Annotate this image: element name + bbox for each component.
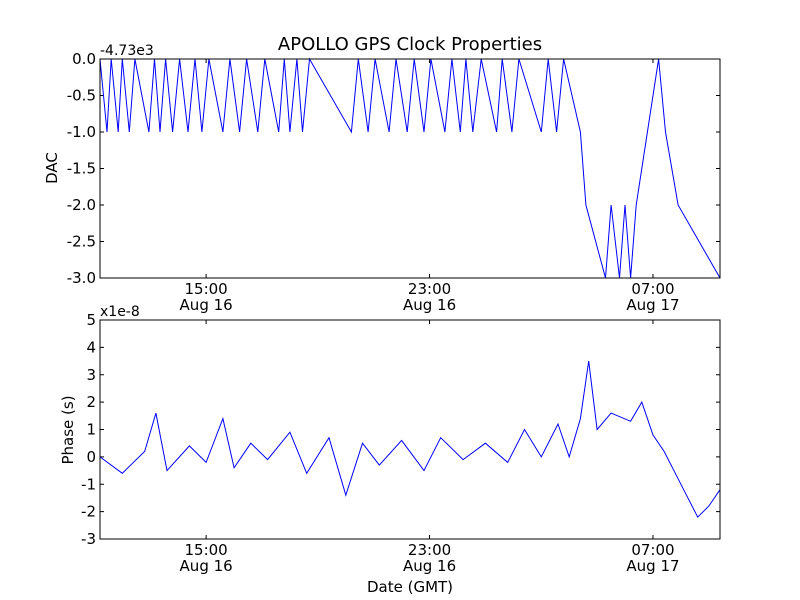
phase-y-tick-label: 3 [86, 366, 96, 384]
phase-x-tick-date: Aug 16 [403, 557, 456, 575]
phase-x-tick-time: 15:00 [185, 541, 228, 559]
dac-x-tick-date: Aug 16 [180, 296, 233, 314]
dac-y-tick-label: -2.0 [67, 196, 96, 214]
dac-y-tick-label: 0.0 [72, 50, 96, 68]
dac-x-tick-date: Aug 17 [626, 296, 679, 314]
dac-y-tick-label: -2.5 [67, 233, 96, 251]
dac-y-tick-label: -0.5 [67, 87, 96, 105]
phase-x-tick-date: Aug 16 [180, 557, 233, 575]
phase-x-tick-date: Aug 17 [626, 557, 679, 575]
dac-x-tick-date: Aug 16 [403, 296, 456, 314]
phase-series-line [99, 361, 721, 518]
dac-x-tick-time: 23:00 [408, 280, 451, 298]
phase-y-tick-label: 0 [86, 448, 96, 466]
phase-y-axis-label: Phase (s) [59, 395, 77, 464]
dac-y-tick-label: -1.0 [67, 123, 96, 141]
x-axis-label: Date (GMT) [367, 578, 453, 596]
chart-title: APOLLO GPS Clock Properties [278, 34, 542, 55]
dac-plot-frame [99, 58, 721, 279]
phase-y-tick-label: 1 [86, 421, 96, 439]
phase-plot-frame [99, 319, 721, 540]
phase-y-tick-label: 5 [86, 311, 96, 329]
phase-y-tick-label: -1 [81, 475, 96, 493]
dac-x-tick-time: 15:00 [185, 280, 228, 298]
dac-y-tick-label: -1.5 [67, 160, 96, 178]
phase-y-tick-label: 4 [86, 338, 96, 356]
dac-offset-text: -4.73e3 [100, 43, 154, 59]
dac-trace-group [99, 57, 721, 279]
phase-y-tick-label: -2 [81, 503, 96, 521]
dac-y-axis-label: DAC [43, 152, 61, 184]
dac-x-tick-time: 07:00 [631, 280, 674, 298]
phase-trace-group [99, 361, 721, 518]
phase-x-tick-time: 07:00 [631, 541, 674, 559]
phase-offset-text: x1e-8 [100, 304, 140, 320]
phase-x-tick-time: 23:00 [408, 541, 451, 559]
phase-y-tick-label: -3 [81, 530, 96, 548]
dac-series-line [99, 57, 721, 279]
phase-y-tick-label: 2 [86, 393, 96, 411]
dac-y-tick-label: -3.0 [67, 269, 96, 287]
